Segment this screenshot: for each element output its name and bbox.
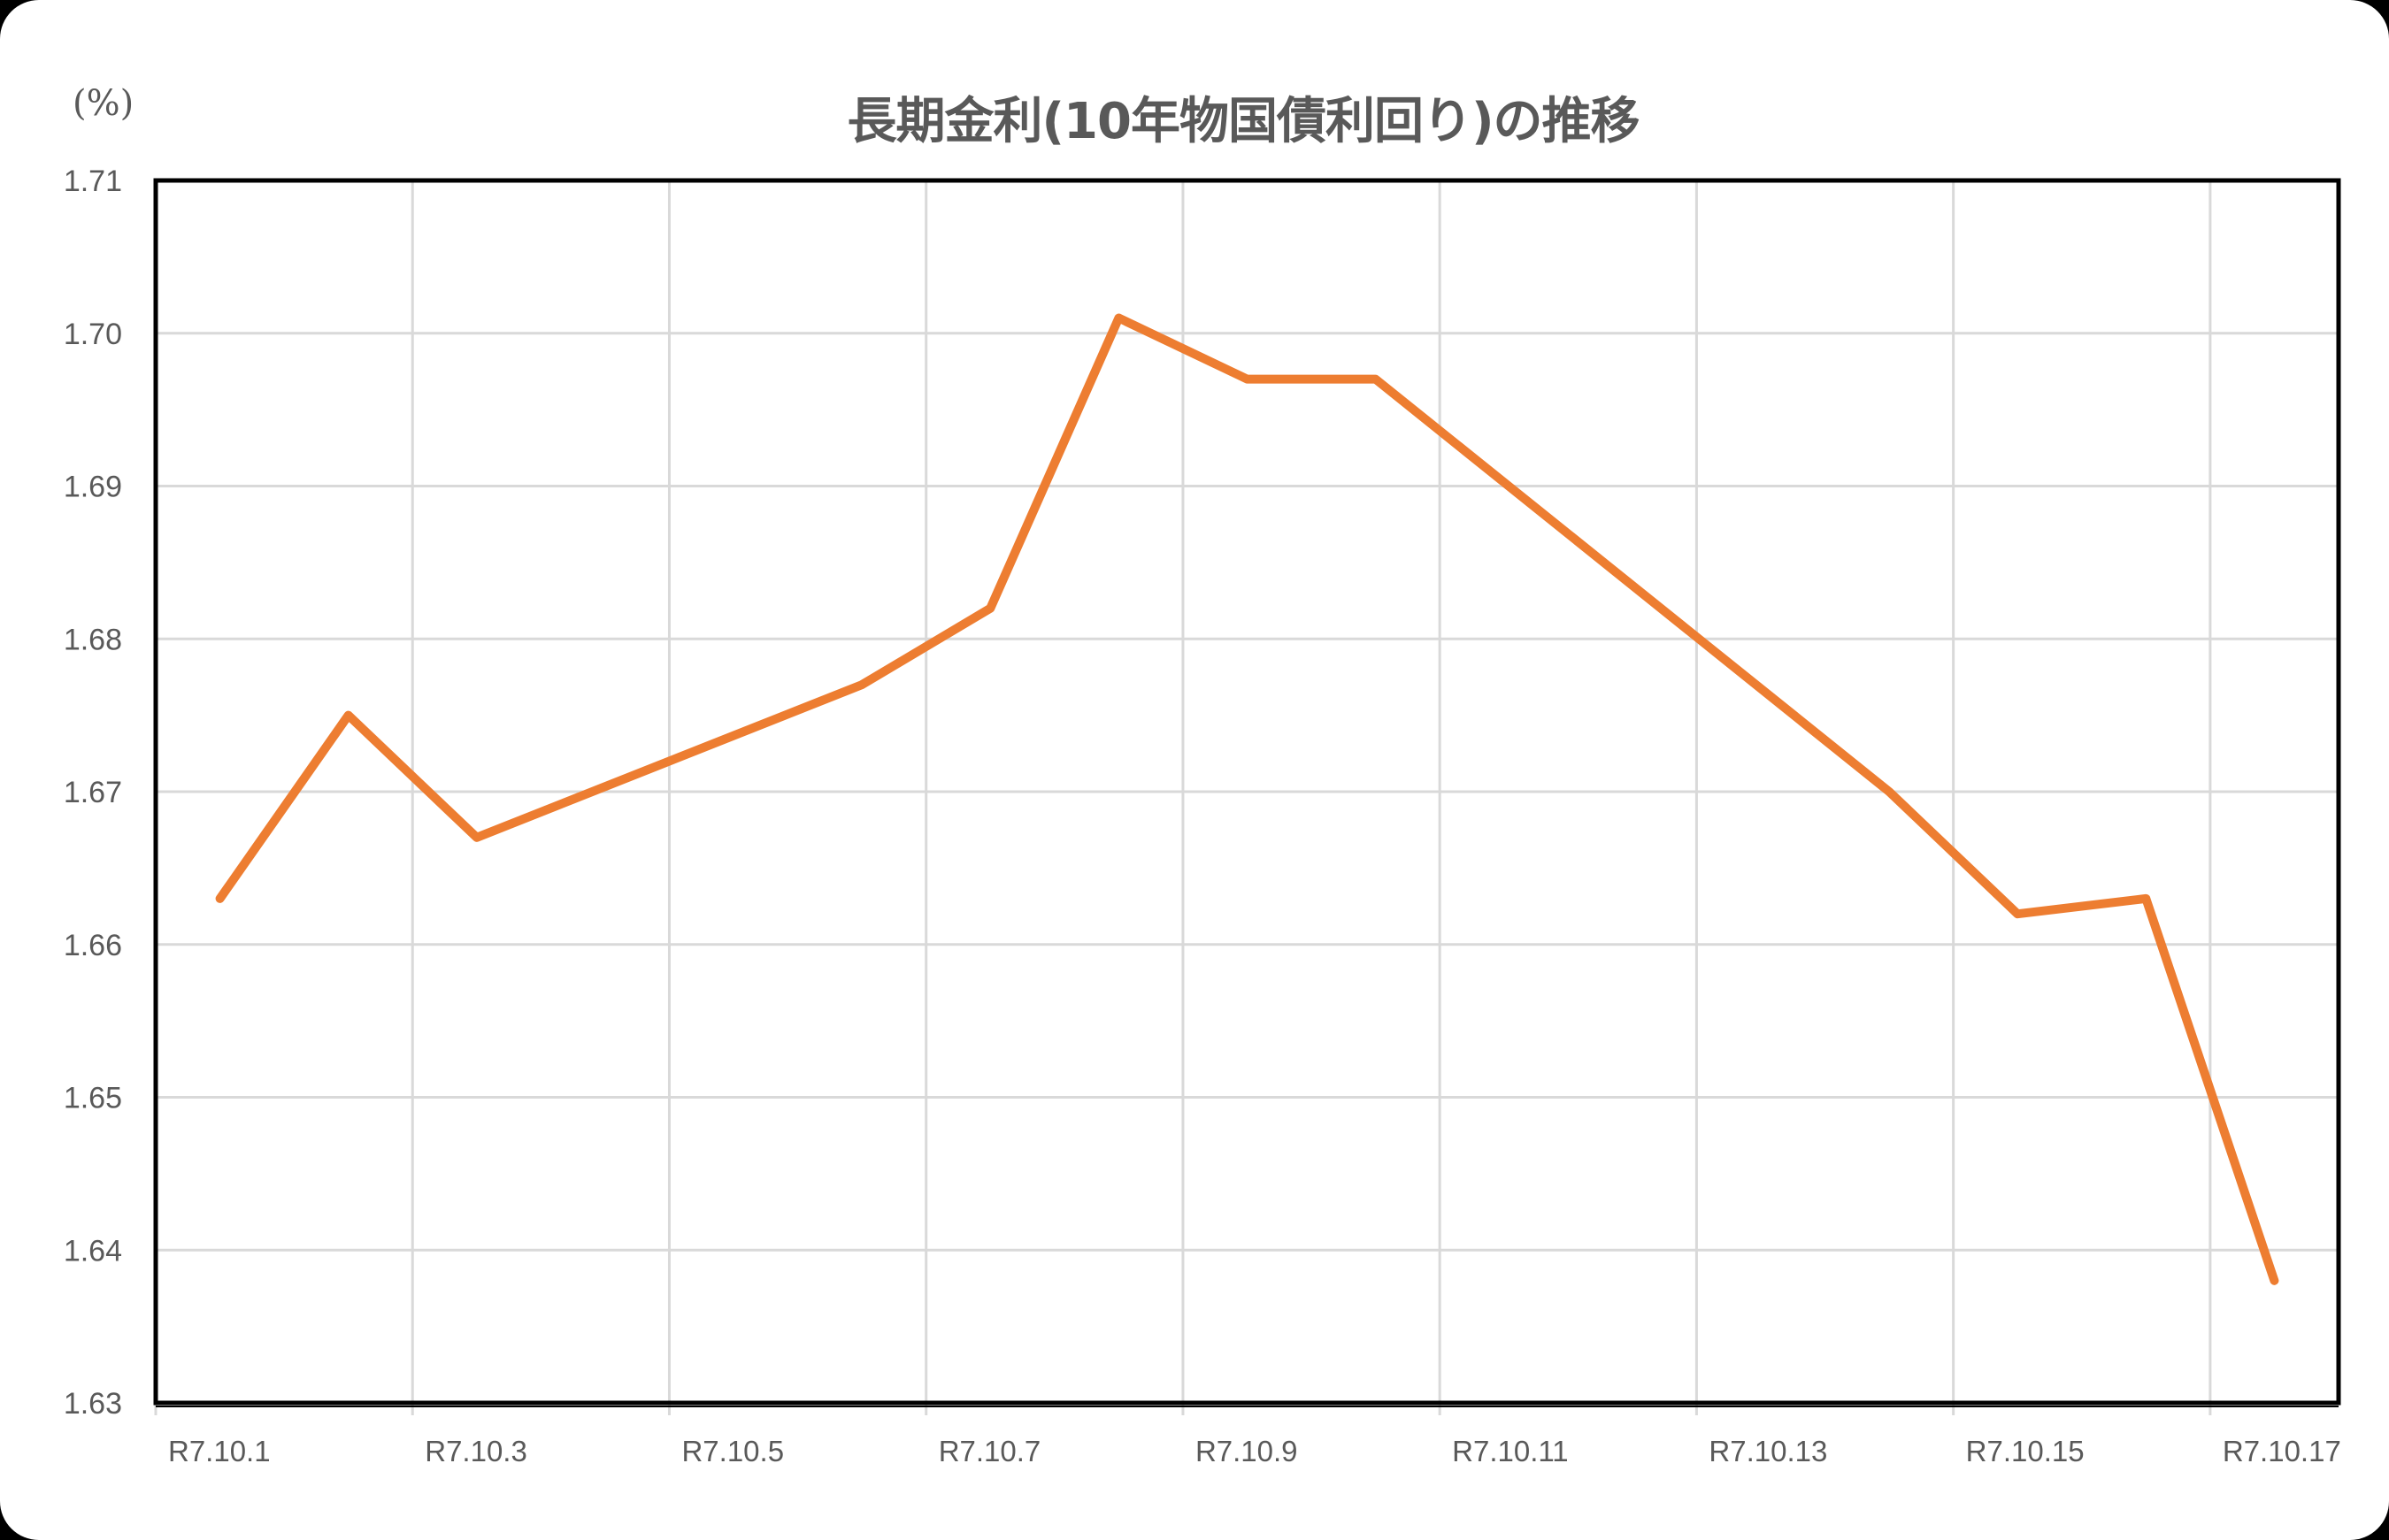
x-tick-label: R7.10.7 (939, 1435, 1041, 1467)
x-tick-label: R7.10.5 (681, 1435, 784, 1467)
x-tick-label: R7.10.3 (425, 1435, 527, 1467)
y-tick-label: 1.67 (64, 776, 122, 809)
x-axis-ticks: R7.10.1 R7.10.3 R7.10.5 R7.10.7 R7.10.9 R7.10… (168, 1435, 2341, 1467)
y-axis-ticks: 1.71 1.70 1.69 1.68 1.67 1.66 1.65 1.64 1.63 (64, 165, 122, 1421)
y-tick-label: 1.65 (64, 1082, 122, 1115)
x-tick-label: R7.10.17 (2223, 1435, 2341, 1467)
y-tick-label: 1.69 (64, 471, 122, 504)
x-tick-label: R7.10.11 (1452, 1435, 1568, 1467)
y-axis-unit-label: (%) (73, 83, 134, 124)
y-tick-label: 1.64 (64, 1234, 122, 1268)
x-tick-label: R7.10.13 (1709, 1435, 1827, 1467)
plot-border (153, 178, 2341, 1406)
y-tick-label: 1.70 (64, 318, 122, 351)
plot-frame (153, 178, 2341, 1407)
gridlines (154, 180, 2339, 1415)
chart-title: 長期金利(10年物国債利回り)の推移 (847, 93, 1640, 150)
series-line (215, 313, 2279, 1285)
x-tick-label: R7.10.1 (168, 1435, 271, 1467)
y-tick-label: 1.68 (64, 623, 122, 656)
x-tick-label: R7.10.9 (1195, 1435, 1298, 1467)
y-tick-label: 1.66 (64, 929, 122, 962)
y-tick-label: 1.71 (64, 165, 122, 198)
y-tick-label: 1.63 (64, 1387, 122, 1421)
x-tick-label: R7.10.15 (1966, 1435, 2085, 1467)
